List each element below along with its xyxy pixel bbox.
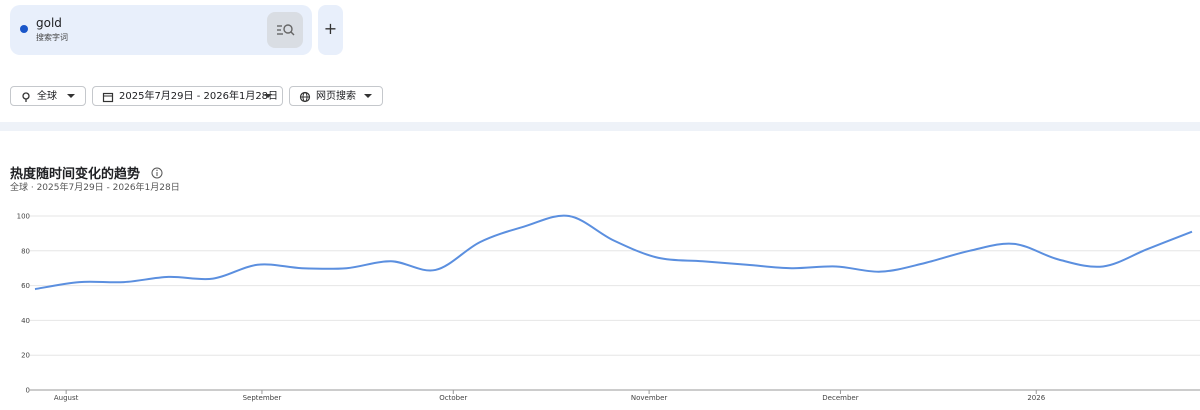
region-label: 全球 xyxy=(37,91,57,102)
x-tick-label: November xyxy=(631,394,668,402)
x-tick-label: 2026 xyxy=(1027,394,1045,402)
y-tick-label: 100 xyxy=(17,213,30,221)
search-term-card[interactable]: gold 搜索字词 xyxy=(10,5,312,55)
region-filter[interactable]: 全球 xyxy=(10,86,86,106)
y-tick-label: 20 xyxy=(21,352,30,360)
x-tick-label: October xyxy=(439,394,467,402)
globe-icon xyxy=(299,91,311,103)
chart: 0 20 40 60 80 100 August September October Novemb… xyxy=(17,213,1200,402)
y-tick-label: 80 xyxy=(21,247,30,255)
x-tick-label: August xyxy=(54,394,79,402)
y-tick-label: 40 xyxy=(21,317,30,325)
pin-icon xyxy=(22,92,30,102)
y-tick-label: 60 xyxy=(21,282,30,290)
search-term: gold xyxy=(36,16,62,30)
date-label: 2025年7月29日 - 2026年1月28日 xyxy=(119,91,279,102)
calendar-icon xyxy=(102,92,114,103)
add-term-button[interactable]: + xyxy=(318,5,343,55)
x-tick-label: September xyxy=(243,394,282,402)
chart-title: 热度随时间变化的趋势 xyxy=(10,163,163,182)
series-dot xyxy=(20,25,28,33)
chart-title-text: 热度随时间变化的趋势 xyxy=(10,167,141,182)
date-filter[interactable]: 2025年7月29日 - 2026年1月28日 xyxy=(92,86,283,106)
property-label: 网页搜索 xyxy=(316,91,356,102)
icon xyxy=(277,24,295,36)
chart-subtitle: 全球 · 2025年7月29日 - 2026年1月28日 xyxy=(10,183,180,193)
info-icon[interactable] xyxy=(151,167,163,179)
y-tick-label: 0 xyxy=(26,387,30,395)
search-icon-button[interactable] xyxy=(267,12,303,48)
search-term-type: 搜索字词 xyxy=(36,33,68,42)
property-filter[interactable]: 网页搜索 xyxy=(289,86,383,106)
divider-band xyxy=(0,122,1200,131)
x-tick-label: December xyxy=(822,394,858,402)
trend-line xyxy=(34,214,1193,291)
